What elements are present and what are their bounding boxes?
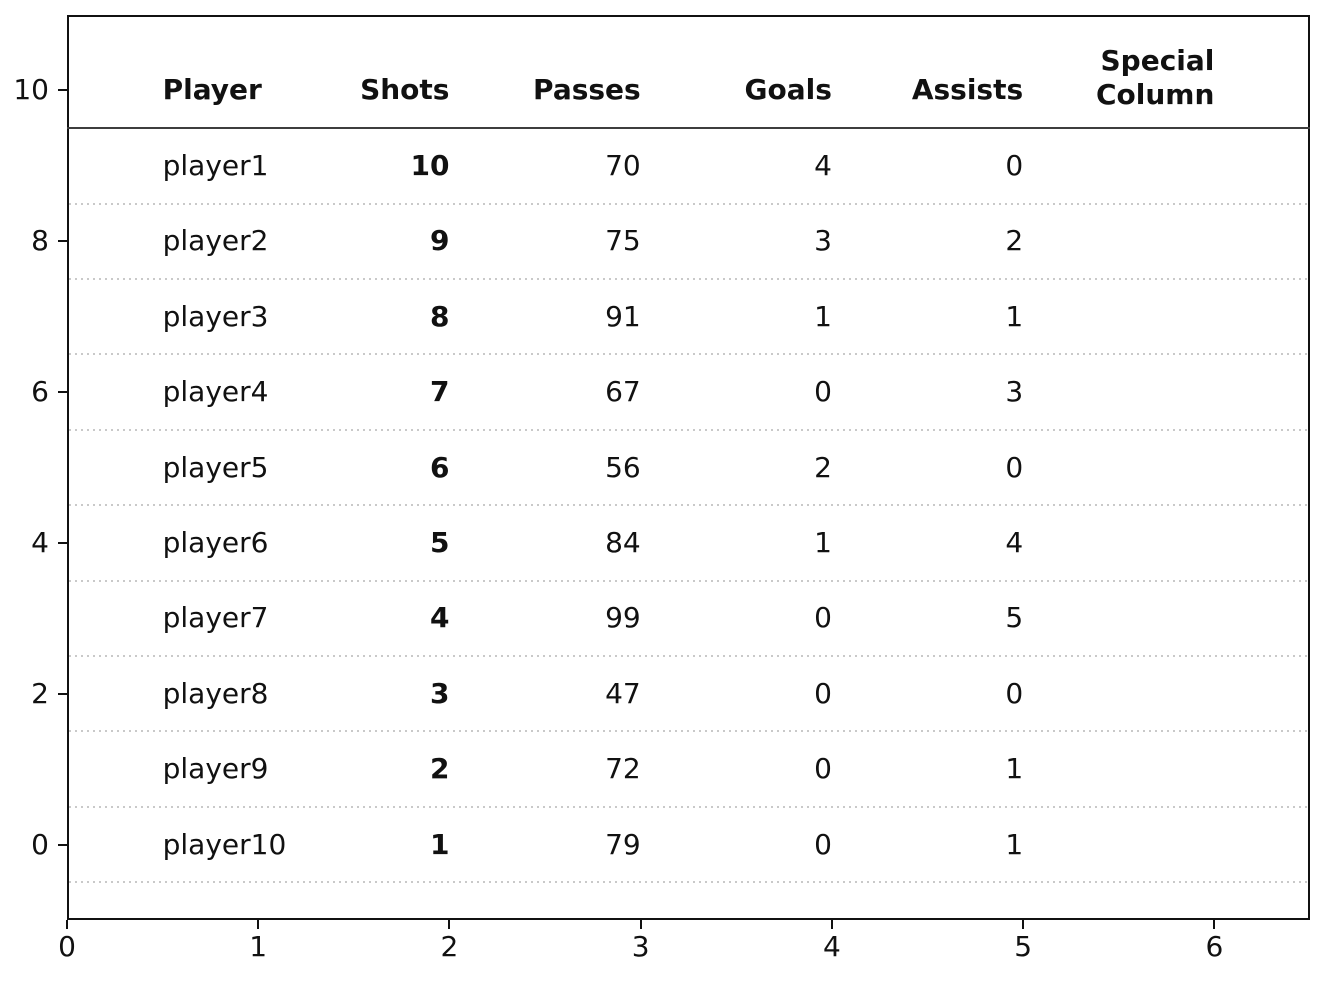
x-axis-tick-label: 6 (1205, 930, 1224, 963)
gridline (69, 579, 1308, 582)
gridline (69, 881, 1308, 884)
y-axis-tick (58, 391, 67, 394)
gridline (69, 277, 1308, 280)
cell-goals: 0 (814, 752, 832, 786)
cell-assists: 0 (1005, 148, 1024, 182)
cell-assists: 0 (1005, 676, 1024, 710)
col-header-special: Special Column (1095, 44, 1215, 112)
x-axis-tick (1213, 920, 1216, 929)
gridline (69, 202, 1308, 205)
y-axis-tick (58, 240, 67, 243)
y-axis-tick-label: 10 (13, 73, 49, 107)
cell-player: player1 (162, 148, 269, 182)
cell-shots: 6 (429, 450, 450, 484)
cell-player: player9 (162, 752, 269, 786)
cell-player: player4 (162, 375, 269, 409)
col-header-player: Player (162, 73, 262, 107)
y-axis-tick (58, 843, 67, 846)
cell-assists: 1 (1005, 827, 1024, 861)
cell-goals: 0 (814, 827, 832, 861)
x-axis-tick-label: 4 (823, 930, 841, 963)
cell-goals: 0 (814, 375, 832, 409)
x-axis-tick (257, 920, 260, 929)
gridline (69, 730, 1308, 733)
y-axis-tick (58, 89, 67, 92)
gridline (69, 428, 1308, 431)
cell-passes: 67 (605, 375, 641, 409)
cell-shots: 5 (429, 525, 450, 559)
x-axis-tick (66, 920, 68, 929)
cell-player: player10 (162, 827, 287, 861)
cell-goals: 0 (814, 601, 832, 635)
cell-player: player8 (162, 676, 269, 710)
x-axis-tick-label: 5 (1014, 930, 1033, 963)
cell-goals: 1 (814, 299, 832, 333)
plot-area (67, 15, 1310, 920)
y-axis-tick (58, 692, 67, 695)
cell-player: player7 (162, 601, 269, 635)
cell-player: player2 (162, 224, 269, 258)
gridline (69, 353, 1308, 356)
cell-goals: 4 (814, 148, 832, 182)
cell-assists: 1 (1005, 299, 1024, 333)
cell-shots: 3 (429, 676, 450, 710)
cell-assists: 1 (1005, 752, 1024, 786)
cell-player: player3 (162, 299, 269, 333)
header-separator-line (67, 127, 1310, 130)
col-header-shots: Shots (360, 73, 450, 107)
cell-assists: 0 (1005, 450, 1024, 484)
cell-passes: 79 (605, 827, 641, 861)
cell-assists: 2 (1005, 224, 1024, 258)
x-axis-tick-label: 3 (631, 930, 650, 963)
cell-passes: 56 (605, 450, 641, 484)
y-axis-tick-label: 0 (31, 827, 49, 861)
cell-shots: 8 (429, 299, 450, 333)
x-axis-tick (448, 920, 451, 929)
col-header-goals: Goals (744, 73, 832, 107)
y-axis-tick (58, 541, 67, 544)
cell-shots: 1 (429, 827, 450, 861)
cell-passes: 84 (605, 525, 641, 559)
cell-player: player5 (162, 450, 269, 484)
gridline (69, 504, 1308, 507)
x-axis-tick (639, 920, 642, 929)
cell-passes: 99 (605, 601, 641, 635)
cell-goals: 0 (814, 676, 832, 710)
gridline (69, 655, 1308, 658)
y-axis-tick-label: 6 (31, 375, 49, 409)
cell-goals: 3 (814, 224, 832, 258)
cell-assists: 4 (1005, 525, 1024, 559)
cell-shots: 9 (429, 224, 450, 258)
cell-passes: 91 (605, 299, 641, 333)
gridline (69, 805, 1308, 808)
cell-passes: 75 (605, 224, 641, 258)
cell-assists: 3 (1005, 375, 1024, 409)
cell-goals: 1 (814, 525, 832, 559)
cell-player: player6 (162, 525, 269, 559)
cell-shots: 2 (429, 752, 450, 786)
x-axis-tick-label: 0 (58, 930, 76, 963)
cell-shots: 10 (410, 148, 450, 182)
y-axis-tick-label: 2 (31, 676, 49, 710)
x-axis-tick (830, 920, 833, 929)
y-axis-tick-label: 8 (31, 224, 49, 258)
x-axis-tick (1022, 920, 1025, 929)
cell-passes: 72 (605, 752, 641, 786)
x-axis-tick-label: 2 (440, 930, 459, 963)
cell-passes: 47 (605, 676, 641, 710)
cell-goals: 2 (814, 450, 832, 484)
y-axis-tick-label: 4 (31, 525, 49, 559)
col-header-assists: Assists (911, 73, 1024, 107)
cell-passes: 70 (605, 148, 641, 182)
cell-assists: 5 (1005, 601, 1024, 635)
col-header-passes: Passes (533, 73, 641, 107)
cell-shots: 7 (429, 375, 450, 409)
cell-shots: 4 (429, 601, 450, 635)
x-axis-tick-label: 1 (249, 930, 268, 963)
